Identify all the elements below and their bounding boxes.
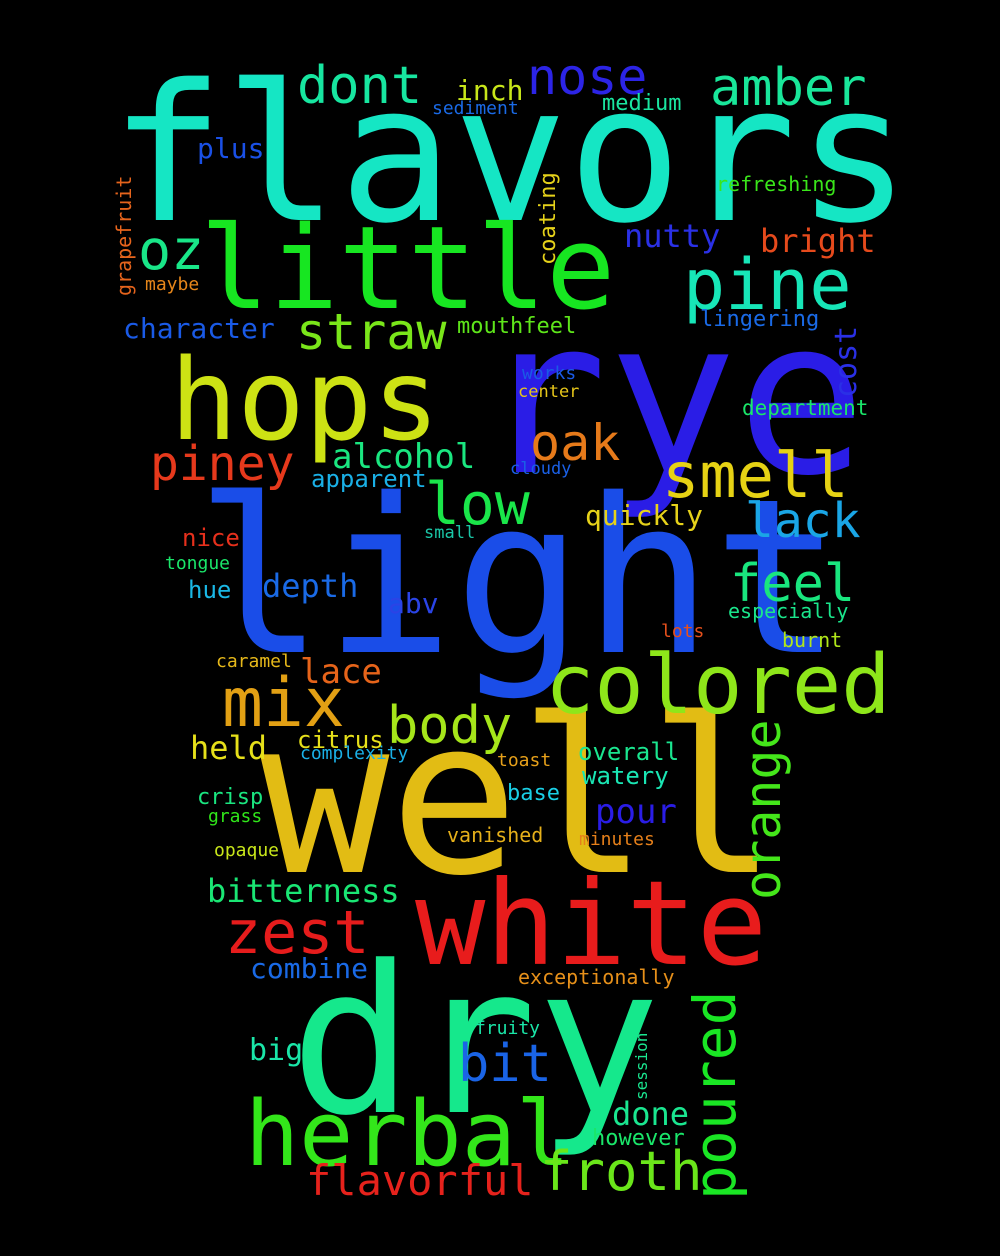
word-quickly: quickly [585, 499, 704, 532]
word-maybe: maybe [145, 274, 200, 295]
word-mix: mix [222, 664, 345, 743]
word-lingering: lingering [700, 307, 820, 332]
word-cost: cost [829, 325, 864, 398]
word-piney: piney [150, 436, 295, 492]
word-however: however [592, 1126, 685, 1151]
word-well: well [260, 672, 778, 923]
word-exceptionally: exceptionally [518, 965, 675, 989]
word-combine: combine [250, 952, 369, 985]
word-body: body [387, 696, 513, 756]
word-smell: smell [662, 439, 849, 512]
word-refreshing: refreshing [716, 172, 837, 196]
word-poured: poured [681, 990, 749, 1200]
word-toast: toast [497, 750, 552, 771]
word-minutes: minutes [579, 829, 655, 850]
word-zest: zest [225, 898, 370, 968]
word-low: low [425, 470, 530, 538]
word-vanished: vanished [447, 823, 544, 847]
word-tongue: tongue [165, 553, 231, 574]
word-mouthfeel: mouthfeel [457, 314, 577, 339]
word-flavors: flavors [110, 44, 911, 265]
word-works: works [522, 363, 577, 384]
word-grass: grass [208, 806, 263, 827]
word-watery: watery [582, 762, 669, 790]
word-straw: straw [296, 303, 447, 361]
word-orange: orange [734, 719, 792, 900]
word-rye: rye [478, 272, 867, 523]
word-big: big [249, 1033, 304, 1068]
word-sediment: sediment [432, 98, 519, 119]
word-lack: lack [745, 493, 861, 549]
word-citrus: citrus [297, 726, 384, 754]
word-dont: dont [297, 56, 423, 116]
word-feel: feel [730, 554, 856, 614]
word-session: session [632, 1032, 651, 1100]
word-lots: lots [661, 621, 705, 642]
word-plus: plus [197, 132, 265, 165]
word-dry: dry [290, 923, 661, 1161]
word-nutty: nutty [624, 217, 721, 255]
word-grapefruit: grapefruit [112, 175, 136, 296]
word-opaque: opaque [214, 840, 280, 861]
word-complexity: complexity [300, 743, 409, 764]
word-apparent: apparent [311, 465, 427, 493]
word-caramel: caramel [216, 651, 292, 672]
word-light: light [195, 452, 843, 703]
word-nose: nose [527, 48, 648, 106]
word-medium: medium [602, 91, 682, 116]
word-froth: froth [540, 1140, 703, 1203]
word-pour: pour [595, 792, 677, 832]
word-done: done [612, 1095, 690, 1133]
word-pine: pine [683, 244, 852, 326]
word-character: character [123, 312, 275, 345]
word-herbal: herbal [245, 1082, 571, 1187]
word-amber: amber [710, 58, 867, 118]
word-little: little [200, 202, 616, 336]
word-abv: abv [388, 587, 439, 620]
word-inch: inch [456, 74, 524, 107]
word-burnt: burnt [782, 628, 843, 652]
word-held: held [190, 729, 268, 767]
word-overall: overall [578, 738, 680, 766]
word-lace: lace [300, 652, 382, 692]
word-crisp: crisp [197, 785, 264, 810]
word-oz: oz [138, 218, 205, 282]
word-especially: especially [728, 599, 849, 623]
word-hue: hue [188, 576, 232, 604]
word-white: white [415, 855, 768, 992]
word-hops: hops [170, 336, 440, 466]
word-oak: oak [530, 414, 621, 472]
word-colored: colored [545, 638, 891, 733]
word-center: center [518, 382, 580, 402]
word-nice: nice [182, 524, 240, 552]
word-alcohol: alcohol [332, 437, 476, 477]
word-depth: depth [262, 567, 359, 605]
word-bright: bright [760, 222, 876, 260]
word-department: department [742, 396, 869, 420]
word-flavorful: flavorful [306, 1156, 534, 1205]
word-bit: bit [458, 1034, 552, 1094]
word-cloudy: cloudy [510, 459, 572, 479]
word-bitterness: bitterness [207, 872, 400, 910]
word-base: base [507, 781, 560, 806]
word-small: small [424, 523, 476, 543]
word-coating: coating [536, 172, 561, 265]
word-fruity: fruity [475, 1018, 541, 1039]
